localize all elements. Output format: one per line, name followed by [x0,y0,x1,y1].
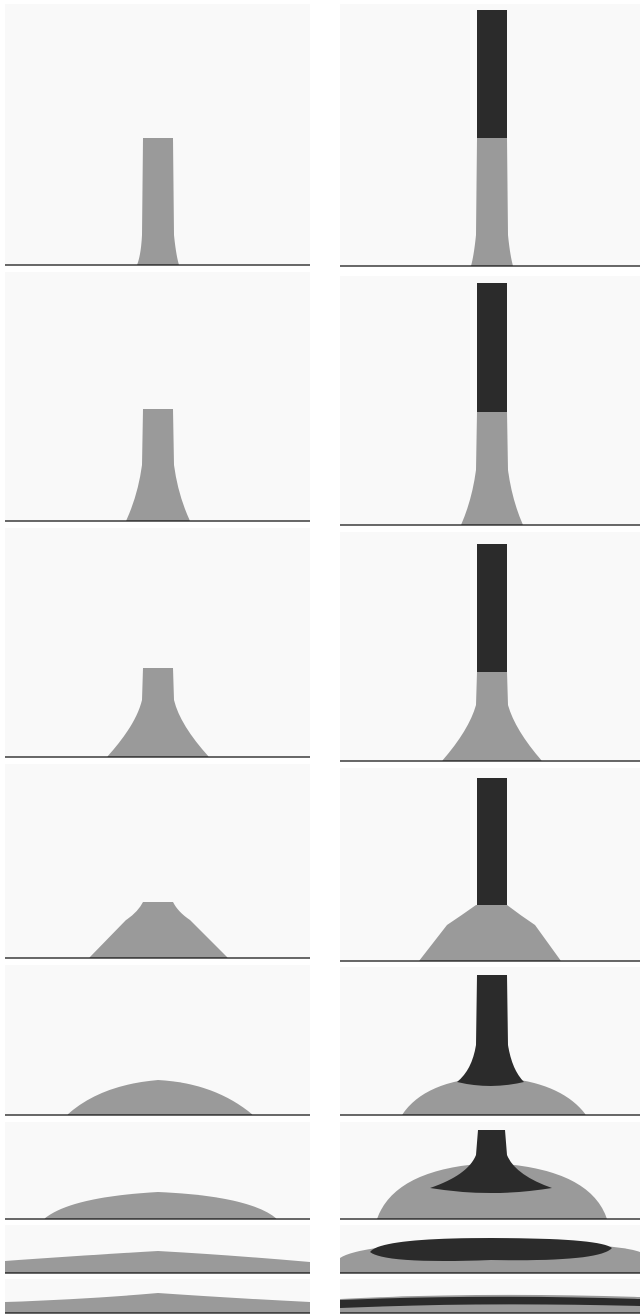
granular-column [137,138,179,265]
dark-layer [477,10,507,138]
dark-layer [477,778,507,905]
dark-layer [477,283,507,412]
left-column [5,4,310,1313]
page [0,0,640,1315]
dark-layer [370,1238,612,1261]
right-column [340,4,640,1313]
figure [0,0,640,1315]
dark-layer [477,544,507,672]
granular-column [471,138,513,266]
